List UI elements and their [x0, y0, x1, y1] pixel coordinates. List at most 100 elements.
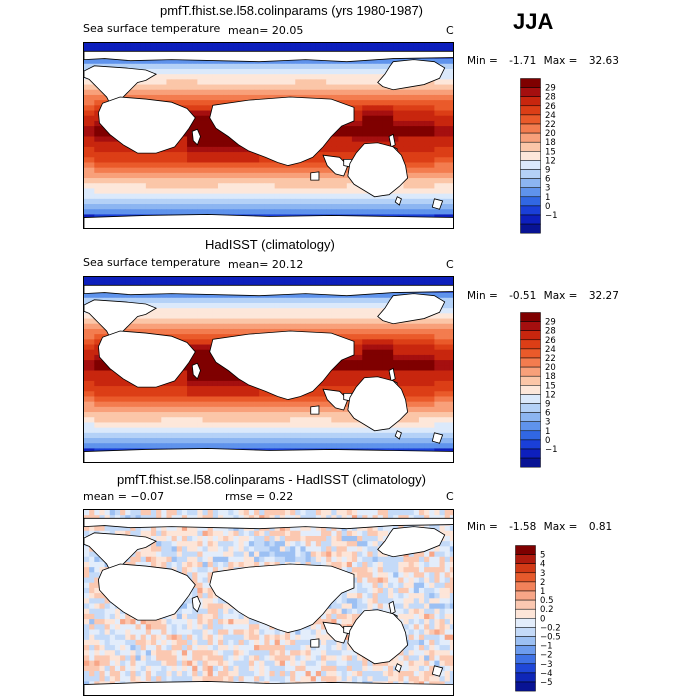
field-cell: [274, 63, 281, 70]
field-cell: [408, 89, 415, 96]
field-cell: [217, 198, 224, 205]
field-cell: [321, 323, 327, 330]
field-cell: [264, 167, 270, 174]
field-cell: [171, 406, 178, 413]
field-cell: [156, 417, 162, 423]
field-cell: [382, 105, 389, 111]
field-cell: [150, 79, 157, 85]
field-cell: [156, 157, 162, 163]
field-cell: [171, 443, 178, 449]
field-cell: [114, 380, 121, 387]
field-cell: [156, 412, 162, 418]
field-cell: [197, 94, 203, 101]
field-cell: [212, 58, 219, 65]
field-cell: [197, 432, 203, 439]
field-cell: [449, 100, 453, 106]
field-cell: [413, 136, 420, 143]
field-cell: [279, 422, 286, 429]
field-cell: [274, 188, 281, 195]
field-cell: [315, 167, 322, 174]
field-cell: [444, 391, 451, 397]
field-cell: [367, 94, 373, 101]
field-cell: [202, 380, 209, 387]
field-cell: [176, 412, 183, 418]
field-cell: [274, 162, 281, 169]
field-cell: [413, 396, 420, 403]
field-cell: [187, 422, 193, 429]
field-cell: [429, 432, 435, 439]
field-cell: [212, 380, 219, 387]
field-cell: [315, 43, 322, 49]
field-cell: [341, 68, 348, 75]
field-cell: [150, 396, 157, 403]
field-cell: [418, 422, 425, 429]
field-cell: [130, 188, 136, 195]
field-cell: [238, 157, 245, 163]
field-cell: [233, 198, 239, 205]
field-cell: [181, 396, 188, 403]
field-cell: [362, 438, 368, 444]
field-cell: [238, 318, 245, 325]
field-cell: [274, 74, 281, 80]
field-cell: [341, 126, 348, 132]
field-cell: [171, 292, 178, 299]
field-cell: [418, 323, 425, 330]
field-cell: [449, 323, 453, 330]
field-cell: [94, 141, 100, 148]
land-outline: [377, 59, 446, 91]
field-cell: [367, 136, 373, 143]
field-cell: [94, 131, 100, 137]
field-cell: [413, 349, 420, 356]
field-cell: [223, 193, 229, 200]
field-cell: [362, 427, 368, 434]
field-cell: [429, 198, 435, 205]
field-cell: [114, 438, 121, 444]
field-cell: [362, 43, 368, 49]
field-cell: [321, 68, 327, 75]
field-cell: [336, 432, 343, 439]
field-cell: [444, 412, 451, 418]
field-cell: [104, 188, 111, 195]
field-cell: [89, 110, 95, 117]
field-cell: [238, 74, 245, 80]
field-cell: [202, 152, 209, 158]
field-cell: [228, 406, 234, 413]
field-cell: [424, 204, 430, 210]
field-cell: [248, 422, 255, 429]
field-cell: [89, 63, 95, 70]
field-cell: [166, 438, 173, 444]
field-cell: [357, 297, 363, 304]
field-cell: [403, 209, 410, 215]
field-cell: [254, 162, 260, 169]
field-cell: [346, 412, 353, 418]
field-cell: [269, 79, 276, 85]
field-cell: [295, 89, 301, 96]
field-cell: [429, 183, 435, 189]
colorbar-swatch: [520, 187, 541, 198]
field-cell: [341, 152, 348, 158]
field-cell: [290, 172, 296, 179]
field-cell: [305, 277, 312, 283]
field-cell: [398, 360, 404, 366]
field-cell: [130, 406, 136, 413]
field-cell: [310, 292, 317, 299]
field-cell: [150, 443, 157, 449]
field-cell: [315, 157, 322, 163]
field-cell: [449, 198, 453, 205]
field-cell: [429, 386, 435, 392]
field-cell: [161, 292, 167, 299]
field-cell: [212, 172, 219, 179]
field-cell: [156, 323, 162, 330]
field-cell: [254, 68, 260, 75]
field-cell: [418, 380, 425, 387]
field-cell: [351, 131, 358, 137]
field-cell: [269, 328, 276, 335]
field-cell: [99, 375, 106, 382]
field-cell: [290, 74, 296, 80]
field-cell: [223, 141, 229, 148]
field-cell: [125, 162, 131, 169]
field-cell: [315, 318, 322, 325]
field-cell: [408, 188, 415, 195]
field-cell: [418, 100, 425, 106]
field-cell: [187, 68, 193, 75]
